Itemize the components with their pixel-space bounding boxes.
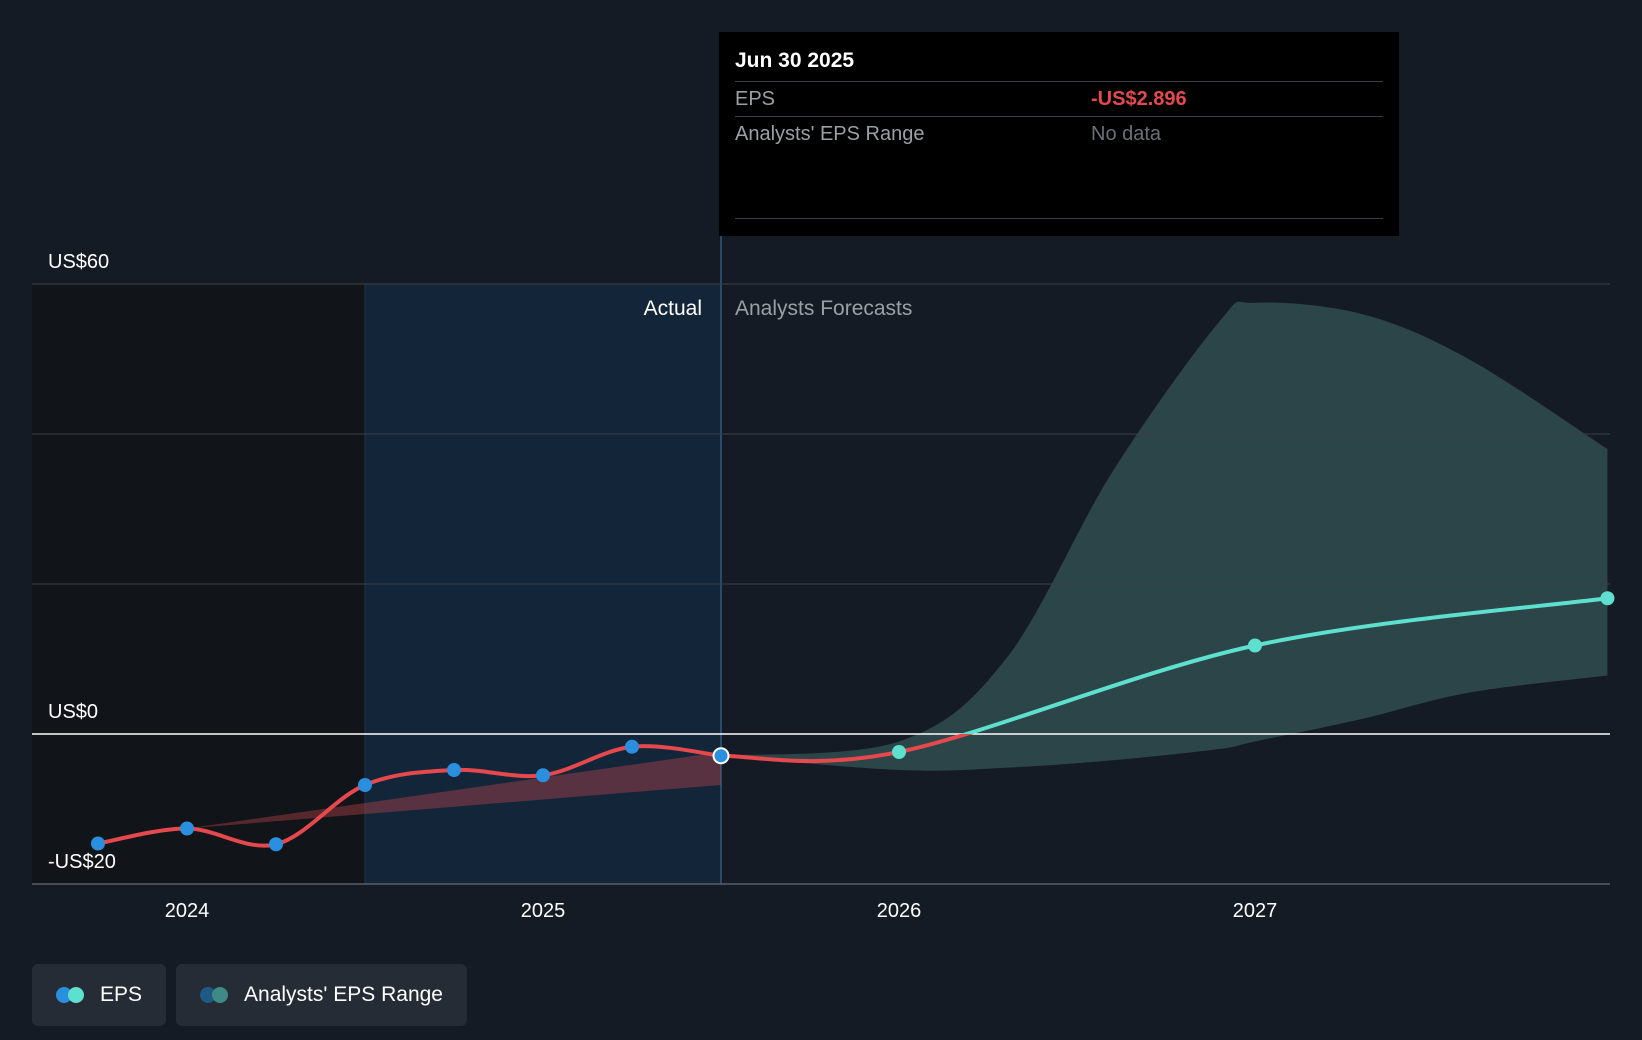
tooltip-range-row: Analysts' EPS Range No data xyxy=(735,116,1383,151)
x-tick-label-2026: 2026 xyxy=(877,900,922,922)
gridline-layer xyxy=(32,283,1610,885)
eps-forecast-line-negative xyxy=(720,734,974,764)
tooltip-divider xyxy=(735,218,1383,219)
chart-legend: EPS Analysts' EPS Range xyxy=(32,964,467,1026)
hover-tooltip: Jun 30 2025 EPS -US$2.896 Analysts' EPS … xyxy=(719,32,1399,236)
eps-line-layer xyxy=(96,596,1608,848)
tooltip-date: Jun 30 2025 xyxy=(735,49,855,72)
legend-eps-label: EPS xyxy=(100,983,143,1006)
y-label-zero: US$0 xyxy=(48,701,98,723)
tooltip-range-label: Analysts' EPS Range xyxy=(735,122,925,145)
eps-actual-point xyxy=(625,739,639,754)
x-tick-label-2024: 2024 xyxy=(165,900,210,922)
tooltip-eps-label: EPS xyxy=(735,87,776,110)
tooltip-eps-value: -US$2.896 xyxy=(1091,87,1187,110)
y-label-bottom: -US$20 xyxy=(48,851,116,873)
eps-forecast-point xyxy=(1600,591,1615,606)
forecast-range-band xyxy=(721,301,1608,771)
eps-actual-point xyxy=(91,836,105,851)
eps-forecast-point xyxy=(1248,638,1262,653)
range-band-layer xyxy=(187,301,1608,829)
y-label-top: US$60 xyxy=(48,251,109,273)
eps-forecast-dot-icon xyxy=(68,987,84,1003)
eps-actual-point xyxy=(712,747,730,765)
legend-eps[interactable]: EPS xyxy=(32,964,167,1026)
actual-range-band xyxy=(187,752,721,829)
eps-legend-icon xyxy=(56,987,88,1003)
actual-label: Actual xyxy=(644,297,702,320)
tooltip-eps-row: EPS -US$2.896 xyxy=(735,81,1383,116)
x-tick-label-2025: 2025 xyxy=(521,900,566,922)
eps-actual-point xyxy=(180,821,194,836)
eps-actual-point xyxy=(358,778,372,792)
eps-actual-point xyxy=(269,837,283,852)
eps-actual-point xyxy=(536,768,550,783)
axis-label-layer: US$60 US$0 -US$20 Actual Analysts Foreca… xyxy=(48,251,1277,922)
legend-range-label: Analysts' EPS Range xyxy=(244,983,443,1006)
tooltip-range-value: No data xyxy=(1091,122,1162,145)
eps-actual-point xyxy=(447,763,461,777)
range-forecast-dot-icon xyxy=(212,987,229,1003)
eps-actual-line xyxy=(96,744,723,848)
range-legend-icon xyxy=(200,987,232,1003)
eps-forecast-line-positive xyxy=(959,596,1608,734)
x-tick-label-2027: 2027 xyxy=(1233,900,1278,922)
legend-analysts-range[interactable]: Analysts' EPS Range xyxy=(176,964,467,1026)
eps-marker-layer xyxy=(91,591,1615,852)
forecast-label: Analysts Forecasts xyxy=(735,297,912,320)
eps-forecast-point xyxy=(892,745,906,759)
